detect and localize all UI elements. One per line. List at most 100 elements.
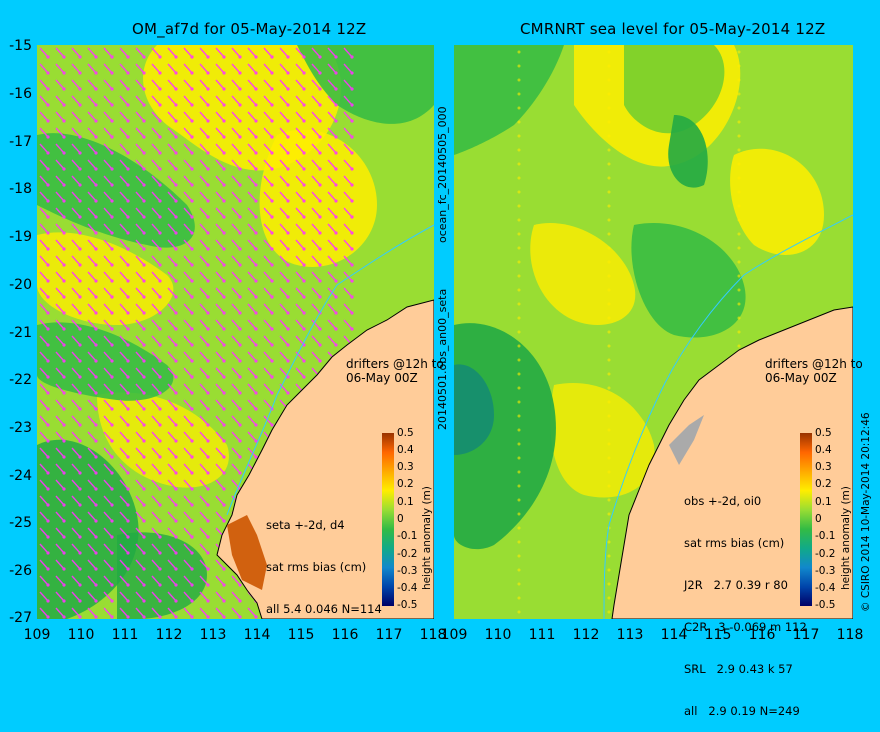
y-tick-label: -27 xyxy=(9,610,32,626)
y-tick-label: -19 xyxy=(9,229,32,245)
ssh-low-region xyxy=(668,115,708,188)
land-mass xyxy=(216,299,434,619)
x-tick-label: 114 xyxy=(660,627,688,643)
y-tick-label: -16 xyxy=(9,86,32,102)
stats-row: all 2.9 0.19 N=249 xyxy=(684,704,800,718)
colorbar-tick: -0.4 xyxy=(397,582,418,594)
stats-line: sat rms bias (cm) xyxy=(266,560,367,574)
drifters-legend-line2: 06-May 00Z xyxy=(765,371,837,385)
stats-line: sat rms bias (cm) xyxy=(684,536,785,550)
colorbar-tick: -0.1 xyxy=(815,530,836,542)
shark-bay-high-anomaly xyxy=(227,515,267,590)
x-tick-label: 117 xyxy=(375,627,403,643)
colorbar-tick: 0 xyxy=(815,513,822,525)
colorbar-tick: -0.5 xyxy=(815,599,836,611)
y-tick-label: -25 xyxy=(9,515,32,531)
stats-line: obs +-2d, oi0 xyxy=(684,494,762,508)
ssh-low-core xyxy=(454,364,494,455)
y-tick-label: -24 xyxy=(9,468,32,484)
y-tick-label: -23 xyxy=(9,420,32,436)
ssh-low-region xyxy=(454,45,564,155)
ssh-high-region xyxy=(550,383,655,498)
satellite-track xyxy=(604,45,614,619)
colorbar-tick: -0.2 xyxy=(397,548,418,560)
colorbar-tick: 0 xyxy=(397,513,404,525)
colorbar-label: height anomaly (m) xyxy=(840,486,852,590)
isobath-line xyxy=(226,224,434,516)
stats-row: C2R 3 -0.069 m 112 xyxy=(684,620,807,634)
colorbar-tick: 0.2 xyxy=(815,478,832,490)
colorbar-tick: -0.5 xyxy=(397,599,418,611)
x-tick-label: 111 xyxy=(528,627,556,643)
right-map-panel xyxy=(454,45,853,619)
colorbar-tick: 0.4 xyxy=(815,444,832,456)
x-tick-label: 112 xyxy=(155,627,183,643)
stats-line: all 5.4 0.046 N=114 xyxy=(266,602,382,616)
right-stats-box: obs +-2d, oi0 sat rms bias (cm) J2R 2.7 … xyxy=(684,466,807,732)
satellite-track xyxy=(514,45,524,619)
colorbar-tick: 0.3 xyxy=(397,461,414,473)
y-tick-label: -26 xyxy=(9,563,32,579)
right-map-canvas xyxy=(454,45,853,619)
ssh-high-region xyxy=(730,148,824,255)
x-tick-label: 112 xyxy=(572,627,600,643)
stats-line: seta +-2d, d4 xyxy=(266,518,345,532)
colorbar-tick: 0.1 xyxy=(815,496,832,508)
colorbar-tick: 0.4 xyxy=(397,444,414,456)
side-label-bottom: 20140501.obs_an00_seta xyxy=(436,288,449,430)
right-drifters-legend: drifters @12h to 06-May 00Z xyxy=(765,357,863,385)
x-tick-label: 116 xyxy=(331,627,359,643)
x-tick-label: 117 xyxy=(792,627,820,643)
x-tick-label: 110 xyxy=(67,627,95,643)
colorbar-gradient xyxy=(382,433,394,606)
x-tick-label: 118 xyxy=(419,627,447,643)
right-map-title: CMRNRT sea level for 05-May-2014 12Z xyxy=(520,20,826,38)
x-tick-label: 113 xyxy=(199,627,227,643)
y-tick-label: -21 xyxy=(9,325,32,341)
left-drifters-legend: drifters @12h to 06-May 00Z xyxy=(346,357,444,385)
left-map-panel xyxy=(37,45,434,619)
colorbar-label: height anomaly (m) xyxy=(421,486,433,590)
colorbar-tick: -0.3 xyxy=(815,565,836,577)
left-map-canvas xyxy=(37,45,434,619)
land-mass xyxy=(611,306,853,619)
x-tick-label: 118 xyxy=(836,627,864,643)
drifters-legend-line2: 06-May 00Z xyxy=(346,371,418,385)
colorbar-tick: 0.1 xyxy=(397,496,414,508)
x-tick-label: 115 xyxy=(704,627,732,643)
side-label-top: ocean_fc_20140505_000 xyxy=(436,106,449,243)
y-tick-label: -22 xyxy=(9,372,32,388)
x-tick-label: 114 xyxy=(243,627,271,643)
x-tick-label: 109 xyxy=(23,627,51,643)
colorbar-tick: -0.1 xyxy=(397,530,418,542)
credit-label: © CSIRO 2014 10-May-2014 20:12:46 xyxy=(860,412,872,612)
x-tick-label: 116 xyxy=(748,627,776,643)
ssh-low-region xyxy=(624,45,725,134)
drifters-legend-line1: drifters @12h to xyxy=(346,357,444,371)
left-stats-box: seta +-2d, d4 sat rms bias (cm) all 5.4 … xyxy=(266,490,382,630)
ssh-low-region xyxy=(631,223,746,338)
coastal-shelf xyxy=(669,415,704,465)
y-tick-label: -17 xyxy=(9,134,32,150)
isobath-line xyxy=(603,214,853,619)
y-tick-label: -20 xyxy=(9,277,32,293)
x-tick-label: 109 xyxy=(440,627,468,643)
colorbar-tick: 0.3 xyxy=(815,461,832,473)
drifters-legend-line1: drifters @12h to xyxy=(765,357,863,371)
y-tick-label: -18 xyxy=(9,181,32,197)
satellite-track xyxy=(734,45,744,619)
colorbar-tick: 0.5 xyxy=(815,427,832,439)
x-tick-label: 110 xyxy=(484,627,512,643)
y-tick-label: -15 xyxy=(9,38,32,54)
stats-row: SRL 2.9 0.43 k 57 xyxy=(684,662,793,676)
stats-row: J2R 2.7 0.39 r 80 xyxy=(684,578,788,592)
colorbar-tick: -0.2 xyxy=(815,548,836,560)
x-tick-label: 113 xyxy=(616,627,644,643)
colorbar-tick: 0.5 xyxy=(397,427,414,439)
colorbar-tick: 0.2 xyxy=(397,478,414,490)
colorbar-gradient xyxy=(800,433,812,606)
colorbar-tick: -0.3 xyxy=(397,565,418,577)
x-tick-label: 115 xyxy=(287,627,315,643)
colorbar-tick: -0.4 xyxy=(815,582,836,594)
x-tick-label: 111 xyxy=(111,627,139,643)
